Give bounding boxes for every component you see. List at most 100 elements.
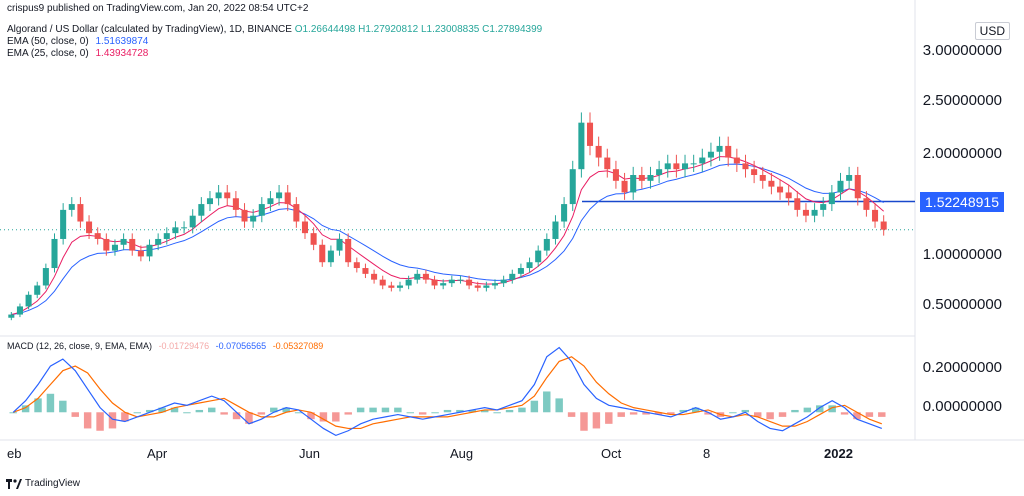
candle-body (802, 209, 809, 216)
ohlc-close: C1.27894399 (482, 24, 543, 35)
macd-legend[interactable]: MACD (12, 26, close, 9, EMA, EMA) -0.017… (7, 341, 323, 351)
candle-body (595, 145, 602, 158)
candle-body (785, 192, 792, 199)
macd-histogram-bar (418, 412, 427, 415)
candle-body (68, 204, 75, 210)
macd-histogram-bar (468, 409, 477, 413)
macd-histogram-bar (356, 407, 365, 413)
candle-body (422, 273, 429, 280)
macd-histogram-bar (332, 412, 340, 422)
macd-histogram-bar (778, 412, 787, 417)
currency-button[interactable]: USD (974, 22, 1010, 40)
macd-histogram-bar (741, 409, 750, 413)
candle-body (155, 238, 162, 245)
macd-histogram-bar (245, 412, 253, 424)
horizontal-line-price-tag[interactable]: 1.52248915 (920, 192, 1004, 212)
candle-body (163, 233, 170, 239)
macd-histogram-bar (791, 409, 799, 413)
candle-body (716, 145, 723, 152)
candle-body (60, 209, 67, 239)
macd-histogram-bar (667, 412, 675, 415)
candle-body (526, 262, 533, 269)
macd-histogram-bar (369, 407, 377, 413)
ema50-legend[interactable]: EMA (50, close, 0) 1.51639874 (7, 36, 148, 48)
macd-histogram-bar (679, 409, 687, 413)
macd-histogram-bar (195, 409, 204, 413)
ohlc-high: H1.27920812 (358, 24, 419, 35)
macd-histogram-bar (766, 412, 774, 420)
candle-body (440, 283, 447, 286)
candle-body (276, 192, 283, 199)
candle-body (146, 244, 153, 257)
ema25-label: EMA (25, close, 0) (7, 48, 89, 59)
candle-body (500, 279, 507, 284)
macd-histogram-bar (580, 412, 588, 431)
candle-body (647, 175, 654, 181)
candle-body (327, 250, 334, 263)
macd-histogram-bar (853, 412, 861, 420)
candle-body (284, 192, 291, 205)
macd-histogram-bar (530, 400, 539, 413)
ema25-legend[interactable]: EMA (25, close, 0) 1.43934728 (7, 48, 148, 60)
candle-body (682, 163, 689, 170)
candle-body (854, 175, 861, 199)
candle-body (457, 279, 464, 281)
price-tick-1: 1.00000000 (922, 246, 1002, 263)
candle-body (612, 169, 619, 181)
macd-histogram-bar (691, 407, 700, 413)
candle-body (604, 157, 611, 170)
candle-body (206, 198, 213, 205)
candle-body (759, 175, 766, 181)
candle-body (707, 151, 714, 158)
macd-histogram-bar (282, 407, 290, 413)
macd-tick-0-2: 0.20000000 (922, 359, 1002, 376)
macd-histogram-bar (257, 412, 266, 415)
ema25-line (11, 156, 885, 316)
x-label-jun: Jun (299, 446, 320, 461)
price-tick-2-5: 2.50000000 (922, 92, 1002, 109)
tradingview-logo-icon (6, 478, 22, 489)
macd-histogram-bar (543, 391, 551, 413)
macd-tick-0: 0.00000000 (922, 398, 1002, 415)
candle-body (345, 238, 352, 263)
candle-body (120, 238, 127, 245)
candle-body (509, 273, 516, 280)
macd-histogram-bar (170, 407, 179, 413)
candle-body (379, 279, 386, 286)
candle-body (198, 204, 205, 216)
price-tick-0-5: 0.50000000 (922, 296, 1002, 313)
candle-body (396, 285, 404, 288)
candle-body (569, 169, 576, 205)
candle-body (673, 163, 680, 170)
macd-histogram-bar (319, 412, 328, 422)
candle-body (656, 169, 663, 175)
candle-body (353, 262, 360, 269)
publisher-line: crispus9 published on TradingView.com, J… (7, 3, 309, 14)
candle-body (794, 198, 801, 210)
x-label-feb: eb (7, 446, 22, 461)
candle-body (51, 238, 58, 269)
macd-histogram-bar (443, 409, 452, 413)
candle-body (846, 175, 853, 181)
symbol-legend: Algorand / US Dollar (calculated by Trad… (7, 24, 542, 36)
candle-body (86, 221, 93, 234)
candle-body (301, 221, 309, 234)
tradingview-footer[interactable]: TradingView (6, 478, 80, 489)
macd-histogram-bar (828, 405, 836, 413)
macd-signal-line (12, 356, 883, 430)
candle-body (267, 198, 274, 205)
symbol-title: Algorand / US Dollar (calculated by Trad… (7, 24, 292, 35)
macd-histogram-bar (704, 412, 712, 415)
x-label-oct: Oct (601, 446, 622, 461)
candle-body (578, 122, 585, 170)
macd-histogram-bar (518, 407, 526, 413)
candle-body (690, 163, 697, 165)
macd-histogram-bar (121, 412, 129, 422)
candle-body (733, 157, 740, 164)
macd-histogram-bar (592, 412, 601, 429)
ema50-line (11, 163, 884, 316)
macd-histogram-bar (183, 412, 191, 414)
macd-histogram-bar (865, 412, 874, 417)
candle-body (517, 268, 524, 274)
